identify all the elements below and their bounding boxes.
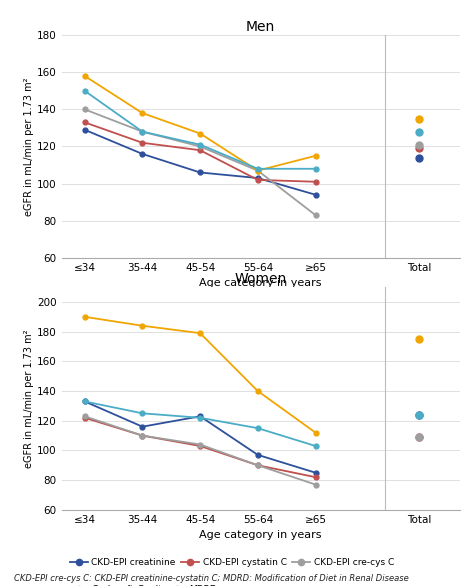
Legend: Cockcroft-Gault, MDRD: Cockcroft-Gault, MDRD: [66, 581, 221, 586]
X-axis label: Age category in years: Age category in years: [200, 278, 322, 288]
Y-axis label: eGFR in mL/min per 1.73 m²: eGFR in mL/min per 1.73 m²: [24, 77, 34, 216]
Text: CKD-EPI cre-cys C: CKD-EPI creatinine-cystatin C; MDRD: Modification of Diet in : CKD-EPI cre-cys C: CKD-EPI creatinine-cy…: [14, 574, 409, 583]
Legend: Cockcroft-Gault, MDRD: Cockcroft-Gault, MDRD: [66, 329, 221, 345]
X-axis label: Age category in years: Age category in years: [200, 530, 322, 540]
Title: Women: Women: [235, 272, 287, 286]
Y-axis label: eGFR in mL/min per 1.73 m²: eGFR in mL/min per 1.73 m²: [24, 329, 34, 468]
Title: Men: Men: [246, 20, 275, 34]
